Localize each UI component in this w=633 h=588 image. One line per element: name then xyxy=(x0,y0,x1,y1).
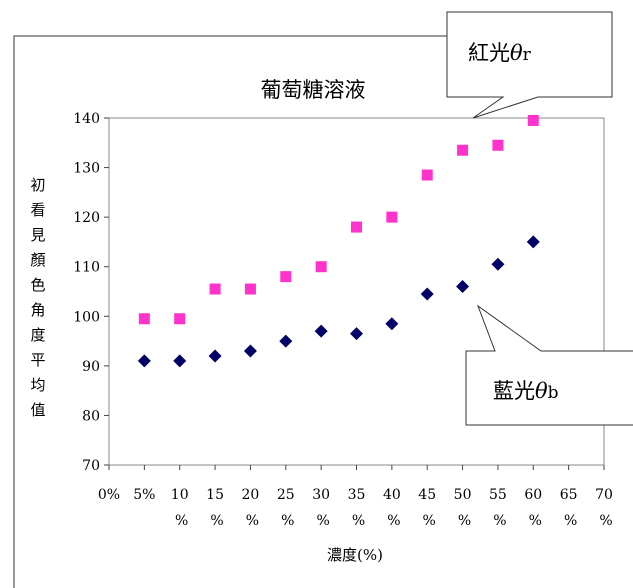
y-axis-label-char: 值 xyxy=(30,401,45,419)
data-point-blue xyxy=(526,235,540,249)
y-tick-label: 70 xyxy=(82,458,100,474)
data-point-blue xyxy=(456,280,470,294)
y-tick-label: 80 xyxy=(82,408,100,424)
x-tick-label: 55 xyxy=(489,487,507,503)
y-axis-label-char: 看 xyxy=(30,201,45,219)
x-tick-label: 0% xyxy=(98,487,120,503)
y-axis-label-char: 均 xyxy=(30,376,45,394)
data-point-blue xyxy=(350,327,363,341)
x-tick-label-unit: % xyxy=(493,513,506,529)
y-axis-label-char: 平 xyxy=(30,351,45,369)
callout-red: 紅光θr xyxy=(446,11,613,119)
data-point-red xyxy=(351,221,362,233)
x-axis-label: 濃度(%) xyxy=(327,546,383,564)
data-point-blue xyxy=(314,324,328,338)
data-point-red xyxy=(209,283,221,295)
data-point-red xyxy=(492,139,504,151)
x-tick-label-unit: % xyxy=(387,513,400,529)
chart-frame xyxy=(13,35,612,588)
x-tick-label-unit: % xyxy=(564,513,577,529)
callout-red-label: 紅光θr xyxy=(468,41,532,65)
data-point-red xyxy=(527,114,539,126)
y-tick-label: 130 xyxy=(73,161,100,177)
x-tick-label: 15 xyxy=(206,487,224,503)
data-point-blue xyxy=(173,354,187,368)
x-tick-label: 65 xyxy=(560,487,578,503)
data-point-blue xyxy=(208,349,222,363)
x-tick-label: 5% xyxy=(133,487,155,503)
y-tick-label: 140 xyxy=(73,111,100,127)
callout-blue-shape xyxy=(465,304,633,426)
y-axis-label-char: 度 xyxy=(30,326,45,344)
callout-blue: 藍光θb xyxy=(465,304,633,426)
y-tick-label: 120 xyxy=(73,210,100,226)
x-tick-label-unit: % xyxy=(352,513,365,529)
x-tick-label-unit: % xyxy=(458,513,471,529)
x-tick-label: 30 xyxy=(312,487,330,503)
data-point-blue xyxy=(491,257,505,271)
callout-red-prefix: 紅光 xyxy=(468,41,510,65)
y-tick-label: 90 xyxy=(82,359,100,375)
x-tick-label: 20 xyxy=(242,487,260,503)
data-point-blue xyxy=(420,287,434,301)
callout-blue-label: 藍光θb xyxy=(493,379,559,403)
x-tick-label: 50 xyxy=(454,487,472,503)
y-axis-label-char: 初 xyxy=(30,176,45,194)
x-tick-label: 25 xyxy=(277,487,295,503)
callout-red-theta: θ xyxy=(510,41,523,65)
x-tick-label: 60 xyxy=(524,487,542,503)
x-tick-label-unit: % xyxy=(599,513,612,529)
x-tick-label: 10 xyxy=(171,487,189,503)
callout-red-suffix: r xyxy=(523,45,532,65)
data-point-red xyxy=(315,261,327,273)
y-axis: 70 80 90 100 110 120 130 140 xyxy=(73,111,109,474)
x-tick-label-unit: % xyxy=(281,513,294,529)
data-point-blue xyxy=(243,344,257,358)
callout-blue-prefix: 藍光 xyxy=(493,379,535,403)
data-point-red xyxy=(421,169,433,181)
data-point-blue xyxy=(279,334,293,348)
y-axis-label-char: 見 xyxy=(30,226,45,244)
x-tick-label: 40 xyxy=(383,487,401,503)
x-tick-label-unit: % xyxy=(529,513,542,529)
chart-title: 葡萄糖溶液 xyxy=(261,78,366,102)
data-point-red xyxy=(280,271,292,283)
x-tick-label: 70 xyxy=(595,487,613,503)
x-tick-label-unit: % xyxy=(316,513,329,529)
y-tick-label: 110 xyxy=(73,260,100,276)
data-point-red xyxy=(138,313,150,325)
y-tick-label: 100 xyxy=(73,309,100,325)
x-tick-label: 45 xyxy=(418,487,436,503)
x-tick-label-unit: % xyxy=(246,513,259,529)
x-tick-label-unit: % xyxy=(175,513,188,529)
callout-blue-theta: θ xyxy=(535,379,548,403)
x-tick-label: 35 xyxy=(348,487,366,503)
y-axis-label-char: 色 xyxy=(30,276,45,294)
data-point-red xyxy=(174,313,186,325)
callout-blue-suffix: b xyxy=(548,383,559,403)
data-point-blue xyxy=(385,317,399,331)
series-points xyxy=(137,114,540,368)
x-axis: 0% 5% 10% 15% 20% 25% 30% 35% 40% 45% 50% 55% 60% 65%… xyxy=(98,465,613,529)
data-point-red xyxy=(386,211,398,223)
y-axis-label-char: 顏 xyxy=(30,251,45,269)
data-point-red xyxy=(244,283,256,295)
callout-red-shape xyxy=(446,11,613,119)
x-tick-label-unit: % xyxy=(423,513,436,529)
data-point-red xyxy=(457,144,469,156)
y-axis-label-char: 角 xyxy=(30,301,45,319)
data-point-blue xyxy=(137,354,151,368)
x-tick-label-unit: % xyxy=(210,513,223,529)
